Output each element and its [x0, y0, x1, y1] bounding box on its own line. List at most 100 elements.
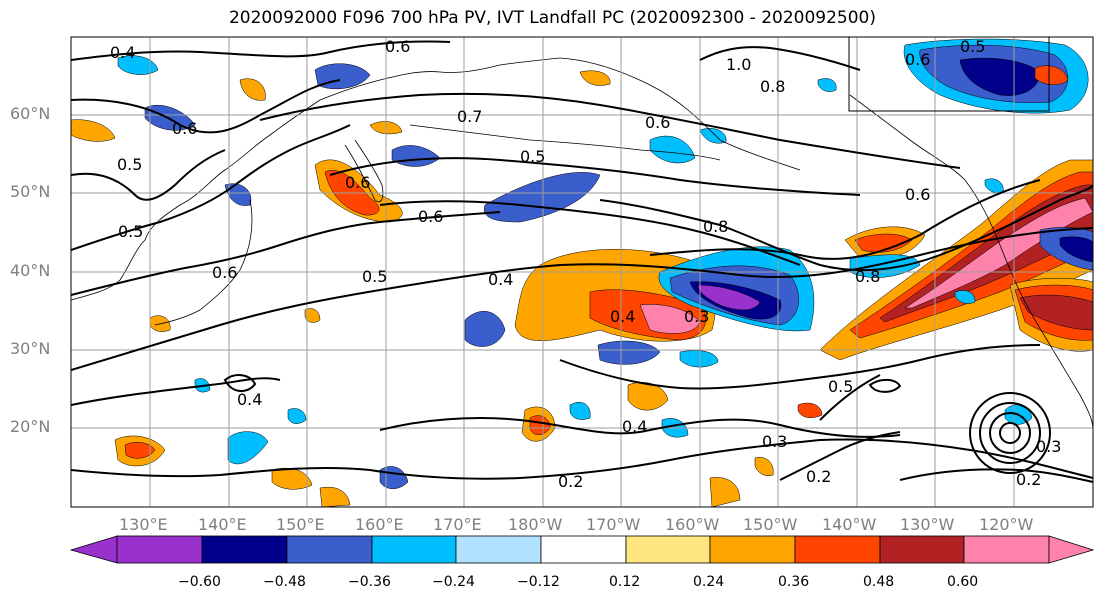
contour-label: 0.2 — [806, 467, 831, 486]
contour-label: 0.3 — [762, 432, 787, 451]
anomaly-blue-west-1 — [144, 104, 196, 131]
colorbar-segment — [201, 535, 288, 564]
lon-label: 160°E — [355, 515, 404, 534]
contour-label: 0.3 — [1036, 437, 1061, 456]
colorbar-tick-label: −0.24 — [432, 574, 475, 590]
contour-label: 0.6 — [172, 119, 197, 138]
coast-na-west — [849, 94, 1093, 431]
map-frame — [70, 36, 1094, 508]
colorbar-segment — [625, 535, 711, 564]
map-title: 2020092000 F096 700 hPa PV, IVT Landfall… — [228, 8, 876, 28]
colorbar-segment — [963, 535, 1050, 564]
colorbar-tick-label: −0.12 — [517, 574, 560, 590]
contour-label: 0.4 — [610, 307, 635, 326]
lon-label: 150°E — [276, 515, 325, 534]
contour-label: 0.5 — [362, 267, 387, 286]
lon-label: 130°E — [119, 515, 168, 534]
contour-labels: 0.4 0.6 0.6 0.7 0.5 0.6 1.0 0.8 0.5 0.6 … — [110, 37, 1061, 491]
anomaly-orange-ak — [579, 70, 611, 86]
contour-label: 1.0 — [726, 55, 751, 74]
map-plot-area: 0.4 0.6 0.6 0.7 0.5 0.6 1.0 0.8 0.5 0.6 … — [71, 37, 1093, 507]
contour-label: 0.6 — [418, 207, 443, 226]
contour-label: 0.5 — [960, 37, 985, 56]
anomaly-lightblue-s1 — [227, 431, 269, 465]
contour-label: 0.8 — [703, 217, 728, 236]
contour-label: 0.6 — [345, 173, 370, 192]
coastlines — [71, 57, 1093, 431]
colorbar — [69, 535, 1095, 564]
anomaly-orange-s3 — [319, 487, 351, 507]
anomaly-orange-s8 — [304, 308, 321, 323]
anomaly-red-goa — [854, 233, 913, 253]
lon-label: 150°W — [743, 515, 798, 534]
lat-label: 40°N — [10, 261, 51, 280]
lon-label: 180°W — [508, 515, 563, 534]
colorbar-tick-label: −0.36 — [348, 574, 391, 590]
contour-label: 0.6 — [905, 50, 930, 69]
contour-label: 0.5 — [520, 147, 545, 166]
anomaly-lightblue-s5 — [679, 350, 719, 368]
anomaly-purple-jet — [697, 284, 761, 311]
anomaly-navy-canada — [959, 57, 1041, 96]
anomaly-orange-s10 — [754, 457, 774, 476]
contour-label: 0.7 — [457, 107, 482, 126]
lon-label: 170°E — [433, 515, 482, 534]
colorbar-tick-label: −0.48 — [263, 574, 306, 590]
lat-label: 60°N — [10, 104, 51, 123]
anomaly-lightblue-ak — [649, 135, 696, 164]
colorbar-segment — [879, 535, 965, 564]
coast-japan — [154, 199, 253, 326]
lon-label: 170°W — [586, 515, 641, 534]
contour-label: 0.6 — [385, 37, 410, 56]
anomaly-orange-nw2 — [239, 78, 266, 101]
contour-label: 0.3 — [684, 307, 709, 326]
lon-label: 160°W — [665, 515, 720, 534]
anomaly-pink-ar — [904, 197, 1093, 309]
colorbar-tick-label: 0.12 — [609, 574, 641, 590]
gridlines — [71, 37, 1093, 507]
colorbar-segment — [371, 535, 457, 564]
anomaly-blue-west-2 — [117, 55, 159, 75]
lon-label: 140°W — [822, 515, 877, 534]
anomaly-red-s1 — [124, 442, 156, 459]
contour-label: 0.6 — [645, 113, 670, 132]
anomaly-blue-south — [597, 340, 661, 365]
contour-label: 0.5 — [118, 222, 143, 241]
contour-label: 0.2 — [558, 472, 583, 491]
coast-kamchatka — [344, 139, 384, 203]
lon-label: 130°W — [900, 515, 955, 534]
contour-label: 0.4 — [622, 417, 647, 436]
anomaly-blue-small — [464, 311, 506, 347]
anomaly-lightblue-s11 — [954, 290, 976, 304]
contour-label: 0.4 — [488, 270, 513, 289]
colorbar-segment — [455, 535, 542, 564]
colorbar-segment — [286, 535, 373, 564]
colorbar-segment — [794, 535, 881, 564]
colorbar-segment — [709, 535, 796, 564]
colorbar-tick-label: 0.36 — [778, 574, 810, 590]
colorbar-extend-high — [1048, 535, 1095, 564]
anomaly-navy-ne — [1059, 236, 1093, 263]
contour-label: 0.6 — [905, 185, 930, 204]
ivt-contours — [71, 40, 1093, 483]
coast-alaska — [559, 57, 801, 171]
lon-label: 140°E — [198, 515, 247, 534]
contour-label: 0.4 — [110, 43, 135, 62]
anomaly-lightblue-s8 — [287, 408, 307, 424]
colorbar-extend-low — [69, 535, 118, 564]
contour-label: 0.8 — [855, 267, 880, 286]
lat-label: 20°N — [10, 417, 51, 436]
contour-label: 0.5 — [117, 155, 142, 174]
contour-label: 0.2 — [1016, 470, 1041, 489]
contour-label: 0.4 — [237, 390, 262, 409]
colorbar-tick-label: 0.48 — [863, 574, 895, 590]
lat-label: 50°N — [10, 182, 51, 201]
lat-label: 30°N — [10, 339, 51, 358]
landfall-box — [848, 37, 1050, 112]
colorbar-tick-label: −0.60 — [178, 574, 221, 590]
anomaly-orange-nw — [71, 119, 116, 142]
anomaly-darkred-sw — [1019, 294, 1093, 331]
colorbar-tick-label: 0.60 — [947, 574, 979, 590]
contour-label: 0.6 — [212, 263, 237, 282]
